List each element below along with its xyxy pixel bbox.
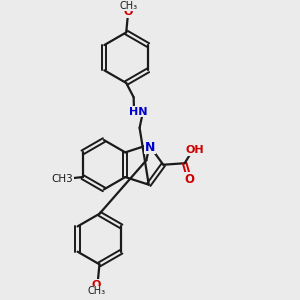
Text: O: O: [185, 173, 195, 186]
Text: N: N: [145, 141, 155, 154]
Text: OH: OH: [185, 146, 204, 155]
Text: O: O: [124, 7, 133, 17]
Text: CH₃: CH₃: [87, 286, 106, 296]
Text: CH₃: CH₃: [119, 1, 137, 11]
Text: CH3: CH3: [52, 173, 74, 184]
Text: O: O: [92, 280, 101, 290]
Text: HN: HN: [129, 106, 147, 116]
